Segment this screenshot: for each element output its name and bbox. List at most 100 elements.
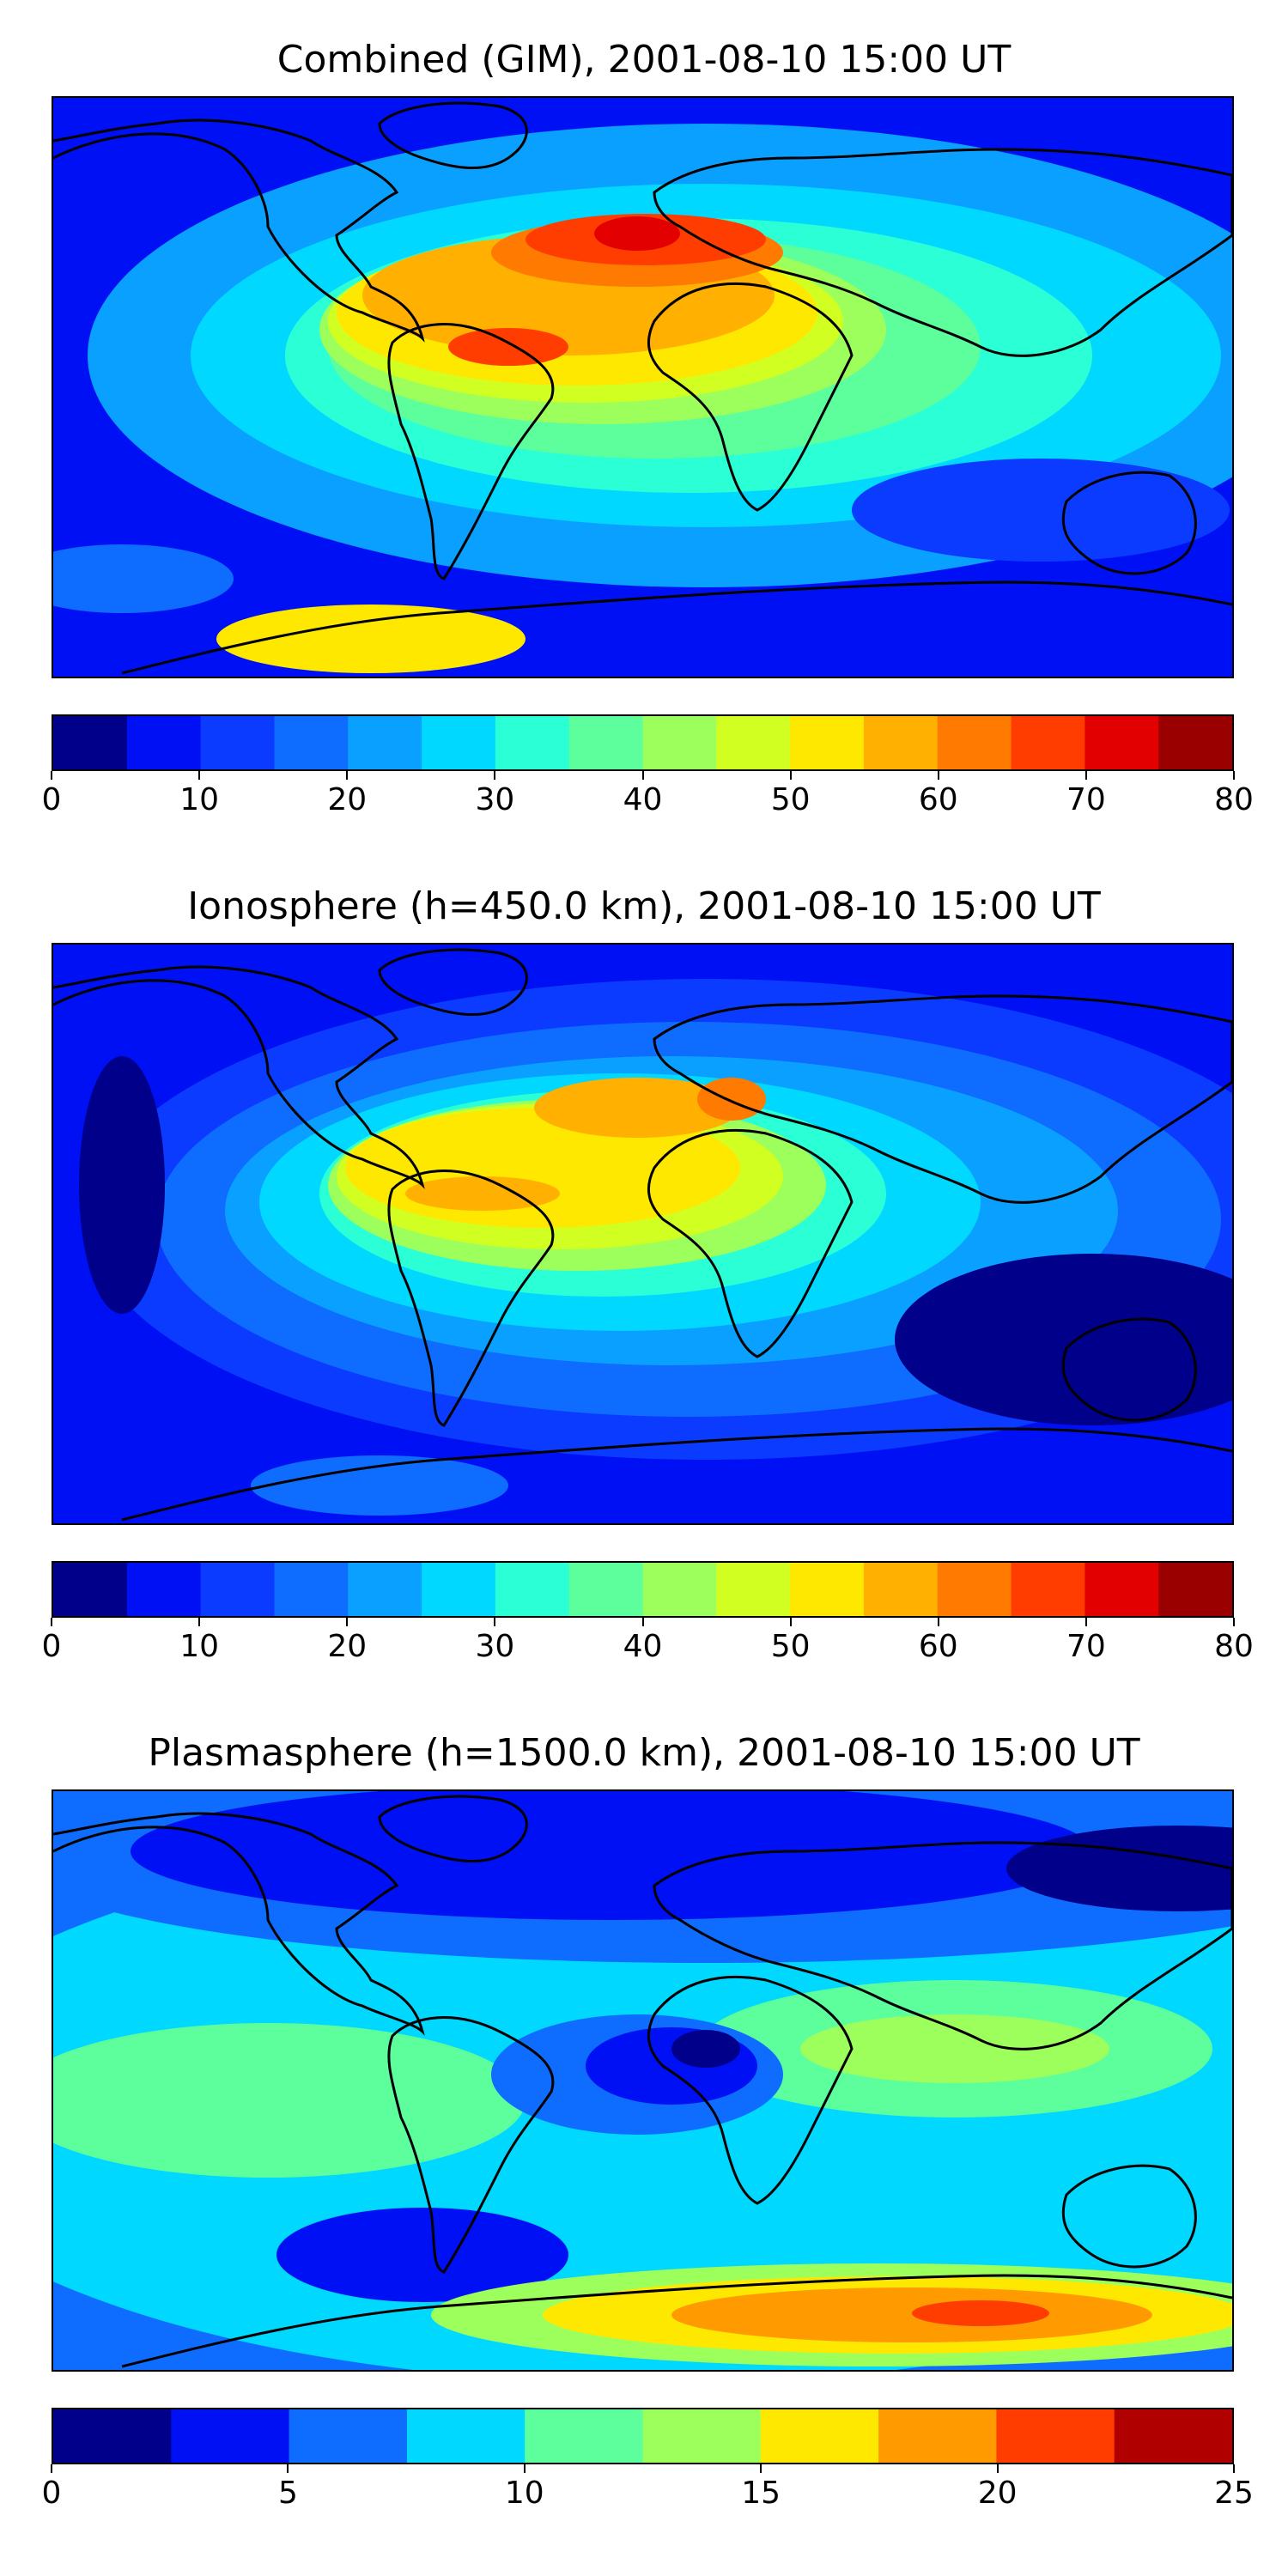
colorbar-segment: [568, 716, 643, 769]
colorbar-tick: [789, 1618, 792, 1626]
colorbar-tick: [346, 771, 349, 780]
colorbar-canvas: [53, 716, 1232, 769]
coastline: [653, 994, 1232, 1204]
colorbar-segment: [568, 1563, 643, 1616]
contour-region: [534, 1078, 740, 1138]
coastline: [378, 948, 528, 1016]
coastline: [121, 1427, 1232, 1522]
colorbar-tick-label: 15: [741, 2476, 781, 2511]
contour-region: [594, 216, 680, 251]
contour-region: [852, 459, 1230, 562]
coastline: [121, 580, 1232, 675]
colorbar-tick: [198, 771, 201, 780]
colorbar-tick: [523, 2464, 526, 2473]
coastline: [647, 282, 854, 512]
coastline: [1061, 1317, 1197, 1422]
colorbar-tick: [494, 771, 496, 780]
colorbar-tick-label: 10: [504, 2476, 544, 2511]
map-canvas: [53, 1791, 1232, 2370]
colorbar-segment: [863, 716, 939, 769]
colorbar-tick-label: 50: [770, 1629, 811, 1664]
map-plasmasphere: [52, 1789, 1234, 2372]
colorbar-tick-label: 50: [770, 782, 811, 817]
panel-title: Ionosphere (h=450.0 km), 2001-08-10 15:0…: [187, 884, 1101, 928]
colorbar-segment: [495, 716, 570, 769]
colorbar-segment: [642, 1563, 717, 1616]
colorbar-tick: [287, 2464, 289, 2473]
coastline: [647, 1975, 854, 2205]
colorbar-tick: [789, 771, 792, 780]
contour-region: [251, 1455, 508, 1516]
coastline: [653, 148, 1232, 357]
colorbar-segment: [171, 2409, 290, 2463]
colorbar-tick-label: 40: [623, 1629, 663, 1664]
colorbar-tick: [51, 1618, 52, 1626]
colorbar-tick-label: 70: [1066, 1629, 1106, 1664]
colorbar-canvas: [53, 1563, 1232, 1616]
colorbar-segment: [126, 716, 202, 769]
map-combined: [52, 96, 1234, 678]
colorbar-tick: [1233, 1618, 1235, 1626]
colorbar-segment: [1084, 1563, 1159, 1616]
colorbar-segment: [1084, 716, 1159, 769]
colorbar-tick-label: 0: [41, 1629, 62, 1664]
map-ionosphere: [52, 943, 1234, 1525]
colorbar-segment: [422, 1563, 496, 1616]
contour-region: [276, 2208, 568, 2302]
colorbar-ticks: 0 10 20 30 40 50 60 70 80: [42, 771, 1254, 823]
contour-region: [216, 605, 526, 673]
colorbar-tick: [1084, 771, 1087, 780]
colorbar-segment: [716, 1563, 791, 1616]
colorbar-tick-label: 70: [1066, 782, 1106, 817]
colorbar-tick: [51, 2464, 52, 2473]
colorbar-segment: [1114, 2409, 1232, 2463]
colorbar-tick: [937, 771, 939, 780]
colorbar-tick-label: 25: [1214, 2476, 1254, 2511]
map-canvas: [53, 98, 1232, 677]
colorbar-segment: [642, 716, 717, 769]
colorbar-combined: [52, 714, 1234, 771]
contour-region: [800, 2014, 1109, 2083]
colorbar-ticks: 0 5 10 15 20 25: [42, 2464, 1254, 2516]
coastline: [653, 1841, 1232, 2050]
colorbar-segment: [1011, 1563, 1085, 1616]
colorbar-segment: [1158, 716, 1232, 769]
colorbar-tick-label: 60: [918, 1629, 958, 1664]
coastline: [1061, 471, 1197, 575]
contour-region: [53, 544, 234, 613]
colorbar-tick: [641, 771, 644, 780]
colorbar-segment: [642, 2409, 762, 2463]
colorbar-segment: [406, 2409, 526, 2463]
coastline: [53, 965, 425, 1189]
coastline: [387, 1170, 555, 1427]
contour-region: [405, 1176, 560, 1211]
colorbar-canvas: [53, 2409, 1232, 2463]
coastline: [53, 118, 425, 343]
contour-region: [895, 1254, 1232, 1425]
colorbar-tick: [760, 2464, 762, 2473]
colorbar-segment: [760, 2409, 879, 2463]
contour-region: [697, 1078, 766, 1121]
colorbar-tick-label: 60: [918, 782, 958, 817]
contour-region: [912, 2300, 1049, 2326]
colorbar-segment: [996, 2409, 1115, 2463]
colorbar-tick-label: 30: [475, 1629, 515, 1664]
colorbar-segment: [274, 1563, 349, 1616]
colorbar-ionosphere: [52, 1561, 1234, 1618]
colorbar-tick-label: 30: [475, 782, 515, 817]
colorbar-segment: [495, 1563, 570, 1616]
colorbar-segment: [200, 716, 275, 769]
colorbar-segment: [53, 2409, 172, 2463]
contour-region: [1006, 1826, 1232, 1911]
colorbar-segment: [937, 1563, 1012, 1616]
coastline: [378, 1795, 528, 1862]
colorbar-segment: [348, 1563, 422, 1616]
colorbar-segment: [53, 1563, 128, 1616]
colorbar-tick-label: 20: [327, 1629, 368, 1664]
colorbar-tick: [641, 1618, 644, 1626]
coastline: [378, 101, 528, 169]
contour-region: [671, 2287, 1152, 2342]
colorbar-segment: [1011, 716, 1085, 769]
coastline: [1061, 2164, 1197, 2269]
colorbar-tick-label: 80: [1214, 1629, 1254, 1664]
